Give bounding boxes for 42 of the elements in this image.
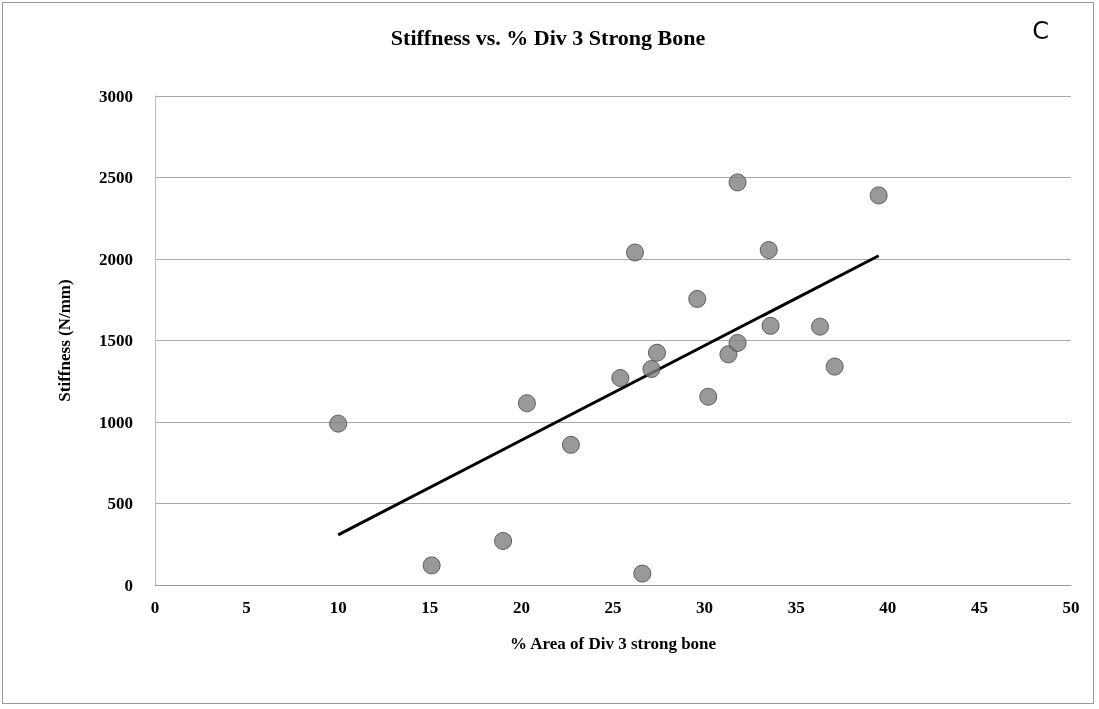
point	[626, 243, 644, 262]
x-tick-label: 50	[1062, 598, 1080, 617]
point	[517, 394, 536, 413]
text: C	[1032, 17, 1049, 45]
x-tick-label: 25	[604, 598, 622, 617]
point	[728, 333, 747, 352]
y-tick-label: 1000	[99, 412, 133, 432]
y-tick-label: 0	[124, 575, 133, 595]
point	[825, 357, 844, 376]
x-tick-label: 20	[512, 598, 530, 617]
x-tick-label: 45	[970, 598, 988, 617]
point	[719, 345, 738, 364]
y-tick-label: 2500	[99, 168, 133, 187]
point	[699, 387, 718, 406]
chart-title: Stiffness vs. % Div 3 Strong Bone	[390, 24, 706, 50]
point	[761, 316, 780, 335]
y-tick-label: 2000	[99, 249, 133, 269]
point	[811, 317, 830, 336]
x-axis-title: % Area of Div 3 strong bone	[509, 634, 717, 653]
point	[494, 531, 513, 550]
y-axis-title: Stiffness (N/mm)	[55, 279, 74, 402]
point	[329, 414, 348, 433]
point	[422, 556, 441, 575]
x-tick-label: 40	[879, 598, 897, 617]
point	[611, 368, 630, 387]
point	[869, 186, 888, 205]
x-tick-label: 5	[242, 598, 251, 617]
x-tick-label: 35	[787, 598, 805, 617]
x-tick-label: 0	[150, 598, 160, 617]
x-tick-label: 30	[696, 598, 714, 617]
x-tick-label: 15	[421, 598, 439, 617]
point	[759, 241, 778, 260]
y-tick-label: 1500	[99, 331, 133, 350]
point	[642, 360, 661, 379]
point	[728, 173, 747, 192]
x-tick-label: 10	[329, 598, 347, 617]
y-tick-label: 500	[107, 494, 133, 513]
y-tick-label: 3000	[99, 86, 133, 106]
point	[633, 564, 652, 583]
point	[647, 343, 666, 362]
point	[688, 289, 707, 308]
point	[561, 435, 580, 454]
